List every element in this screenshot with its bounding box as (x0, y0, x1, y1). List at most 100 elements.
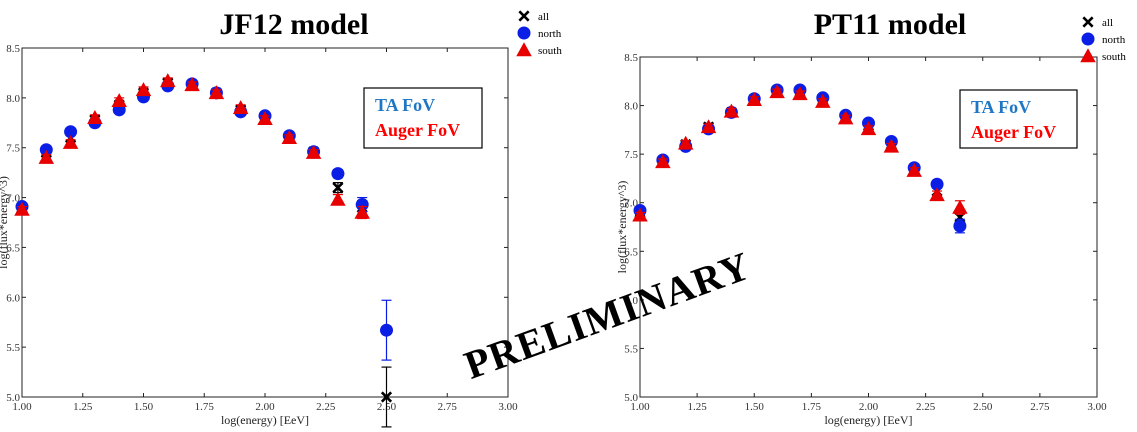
legend-label-north: north (1102, 34, 1126, 46)
x-tick-label: 2.00 (255, 401, 275, 413)
y-tick-label: 5.5 (6, 342, 20, 354)
data-point-south (792, 86, 808, 101)
data-point-south (769, 84, 785, 99)
data-point-south (208, 85, 225, 100)
y-tick-label: 5.0 (6, 392, 20, 404)
y-tick-label: 6.0 (6, 292, 20, 304)
data-point-south (14, 201, 30, 216)
x-tick-label: 1.50 (134, 401, 154, 413)
data-point-north (380, 323, 393, 337)
legend-label-north: north (538, 28, 562, 40)
series-south (14, 73, 370, 220)
legend-marker-north (1081, 32, 1095, 46)
data-point-south (330, 191, 346, 206)
y-tick-label: 5.5 (624, 343, 638, 355)
x-tick-label: 3.00 (1087, 401, 1107, 413)
data-point-south (305, 144, 322, 159)
data-point-south (111, 93, 127, 108)
series-south (632, 84, 968, 222)
ta-fov-label: TA FoV (375, 95, 435, 115)
data-point-south (232, 100, 249, 115)
y-tick-label: 7.0 (6, 193, 20, 205)
series-north (15, 77, 393, 361)
data-point-south (38, 149, 55, 164)
y-tick-label: 7.5 (624, 149, 638, 161)
x-axis-label: log(energy) [EeV] (824, 413, 912, 427)
data-point-south (952, 199, 968, 214)
y-tick-label: 5.0 (624, 392, 638, 404)
data-point-south (135, 82, 152, 97)
x-tick-label: 1.00 (12, 401, 32, 413)
data-point-south (700, 119, 717, 134)
data-point-south (632, 207, 648, 222)
y-tick-label: 8.0 (6, 93, 20, 105)
x-tick-label: 2.75 (438, 401, 458, 413)
data-point-south (87, 110, 103, 124)
data-point-south (883, 138, 900, 153)
y-tick-label: 8.5 (6, 43, 20, 55)
legend-label-south: south (1102, 51, 1126, 63)
data-point-north (39, 143, 53, 157)
data-point-south (929, 187, 945, 202)
x-axis-label: log(energy) [EeV] (221, 413, 309, 427)
chart-title: JF12 model (219, 8, 368, 41)
auger-fov-label: Auger FoV (971, 122, 1056, 142)
x-tick-label: 2.75 (1030, 401, 1050, 413)
data-point-south (184, 77, 200, 92)
y-tick-label: 8.5 (624, 52, 638, 64)
y-tick-label: 6.5 (624, 246, 638, 258)
auger-fov-label: Auger FoV (375, 120, 460, 140)
x-tick-label: 2.00 (859, 401, 879, 413)
ta-fov-label: TA FoV (971, 97, 1031, 117)
y-axis-label: log(flux*energy^3) (615, 181, 629, 274)
legend-label-south: south (538, 45, 562, 57)
fov-box-frame (363, 87, 483, 149)
data-point-north (355, 198, 369, 212)
x-tick-label: 3.00 (498, 401, 518, 413)
data-point-south (257, 111, 273, 125)
x-tick-label: 2.50 (973, 401, 993, 413)
legend-marker-south (1080, 48, 1096, 63)
legend-label-all: all (1102, 17, 1113, 29)
legend-marker-all (518, 10, 530, 22)
x-tick-label: 1.75 (802, 401, 822, 413)
series-all (634, 85, 966, 225)
data-point-south (677, 135, 694, 150)
y-tick-label: 6.0 (624, 295, 638, 307)
chart-title: PT11 model (814, 8, 967, 41)
data-point-south (746, 91, 762, 106)
legend: all north south (516, 10, 562, 57)
data-point-south (160, 73, 176, 88)
data-point-north (953, 219, 967, 233)
data-point-south (723, 103, 740, 118)
x-tick-label: 1.25 (688, 401, 708, 413)
x-tick-label: 2.25 (916, 401, 936, 413)
y-tick-label: 7.5 (6, 143, 20, 155)
data-point-all (380, 391, 393, 403)
chart-panel-pt11: PT11 model 1.00 1.25 1.50 1.75 2.00 2.25 2.50 2.… (615, 8, 1126, 427)
data-point-south (860, 121, 877, 136)
data-point-south (906, 162, 922, 177)
data-point-north (930, 177, 944, 191)
x-tick-label: 1.75 (195, 401, 215, 413)
data-point-south (354, 204, 370, 219)
data-point-south (655, 154, 671, 169)
legend-marker-all (1082, 16, 1094, 28)
x-tick-label: 1.25 (73, 401, 93, 413)
data-point-north (64, 125, 78, 139)
fov-annotation-box: TA FoV Auger FoV (363, 87, 483, 149)
x-tick-label: 2.25 (316, 401, 336, 413)
data-point-south (837, 110, 854, 125)
legend: all north south (1080, 16, 1126, 63)
legend-label-all: all (538, 11, 549, 23)
data-point-south (62, 134, 79, 149)
data-point-north (331, 167, 345, 181)
y-tick-label: 6.5 (6, 242, 20, 254)
data-point-south (281, 129, 298, 144)
x-tick-label: 1.50 (745, 401, 765, 413)
preliminary-watermark: PRELIMINARY (458, 243, 756, 388)
y-tick-label: 8.0 (624, 101, 638, 113)
legend-marker-north (517, 26, 531, 40)
